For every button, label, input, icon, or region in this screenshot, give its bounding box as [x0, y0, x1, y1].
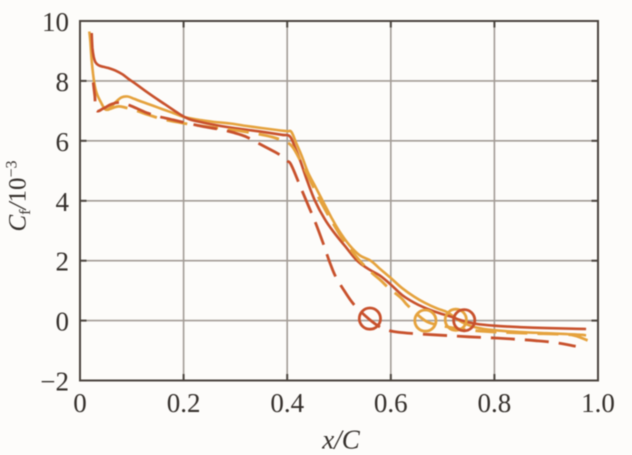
svg-text:0: 0 [73, 388, 87, 418]
svg-text:0.8: 0.8 [478, 388, 512, 418]
svg-text:x/C: x/C [321, 425, 360, 455]
svg-text:0.4: 0.4 [270, 388, 304, 418]
svg-text:Cf/10−3: Cf/10−3 [4, 161, 35, 232]
svg-text:6: 6 [56, 127, 70, 157]
svg-text:0.2: 0.2 [167, 388, 201, 418]
svg-text:8: 8 [56, 67, 70, 97]
svg-text:1.0: 1.0 [581, 388, 615, 418]
svg-text:10: 10 [42, 7, 69, 37]
svg-text:−2: −2 [40, 367, 69, 397]
svg-text:2: 2 [56, 247, 70, 277]
svg-text:0.6: 0.6 [374, 388, 408, 418]
svg-text:0: 0 [56, 307, 70, 337]
svg-text:4: 4 [56, 187, 70, 217]
